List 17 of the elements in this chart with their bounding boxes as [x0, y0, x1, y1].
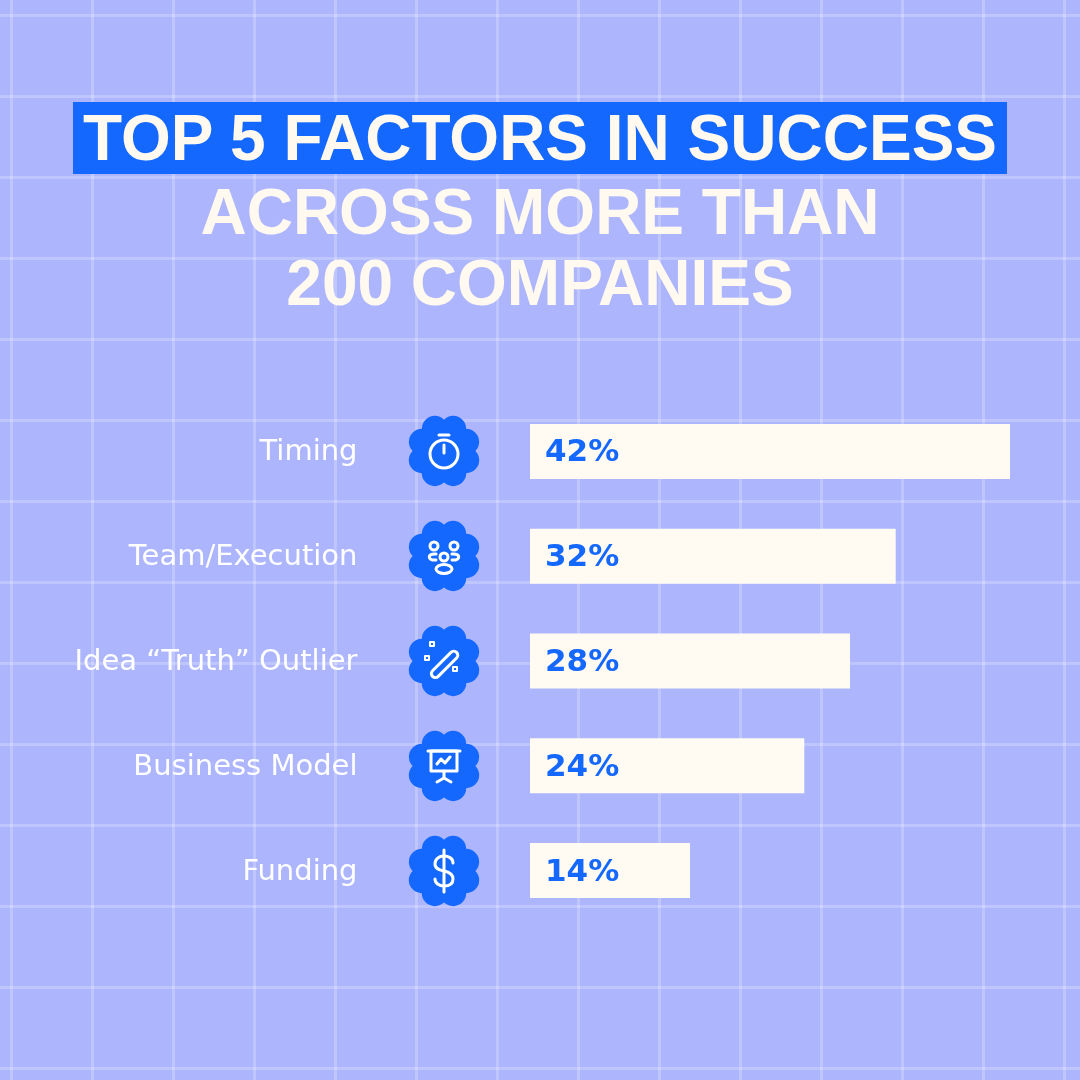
y-tick-label: Team/Execution: [127, 538, 358, 573]
y-tick-label: Funding: [242, 852, 358, 887]
y-tick-label: Timing: [258, 433, 358, 468]
bar: [530, 738, 805, 794]
chart-title: TOP 5 FACTORS IN SUCCESS: [73, 102, 1007, 174]
data-label: 42%: [545, 432, 620, 469]
data-label: 14%: [545, 851, 620, 888]
y-tick-label: Idea “Truth” Outlier: [74, 643, 358, 677]
bar: [530, 633, 850, 689]
y-tick-label: Business Model: [133, 747, 358, 782]
data-label: 28%: [545, 642, 620, 678]
data-label: 32%: [545, 537, 620, 574]
data-label: 24%: [545, 746, 620, 783]
bar: [530, 528, 896, 584]
bar: [530, 423, 1010, 479]
bar: [530, 843, 690, 899]
chart-subtitle: ACROSS MORE THAN 200 COMPANIES: [199, 176, 881, 319]
